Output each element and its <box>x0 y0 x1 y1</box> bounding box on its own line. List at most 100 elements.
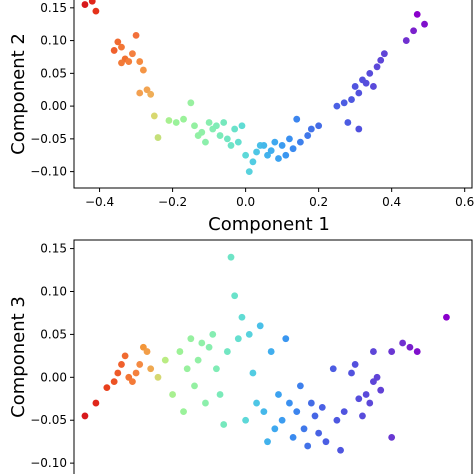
data-point <box>139 66 147 74</box>
x-tick-label: 0.0 <box>236 195 255 209</box>
data-point <box>205 343 213 351</box>
data-point <box>165 117 173 124</box>
plot-frame <box>73 0 473 189</box>
data-point <box>264 438 271 446</box>
data-point <box>267 147 275 155</box>
data-point <box>410 27 417 35</box>
data-point <box>351 83 359 90</box>
data-point <box>191 382 198 390</box>
data-point <box>304 132 312 139</box>
y-tick-label: 0.00 <box>40 99 67 113</box>
data-point <box>187 99 195 107</box>
data-point <box>373 63 381 71</box>
data-point <box>110 378 118 385</box>
data-point <box>191 122 198 130</box>
data-point <box>355 89 363 97</box>
data-point <box>213 365 220 373</box>
bottom-scatter-panel: −0.10 −0.05 0.00 0.05 0.10 0.15 Component 3 <box>8 239 473 474</box>
data-point <box>114 369 122 377</box>
data-point <box>355 125 363 133</box>
data-point <box>351 361 359 368</box>
data-point <box>249 158 257 166</box>
data-point <box>329 365 337 373</box>
data-point <box>260 408 268 416</box>
data-point <box>377 56 385 64</box>
data-point <box>125 58 133 65</box>
data-point <box>202 399 209 407</box>
data-point <box>92 399 100 407</box>
data-point <box>92 7 100 15</box>
y-axis-label: Component 3 <box>8 296 29 418</box>
data-point <box>132 31 140 39</box>
data-point <box>253 399 260 407</box>
data-point <box>143 86 151 94</box>
data-point <box>242 416 250 424</box>
data-point <box>121 352 129 360</box>
data-point <box>205 119 213 126</box>
data-point <box>278 416 286 424</box>
data-point <box>227 253 235 261</box>
data-point <box>293 408 301 416</box>
data-point <box>238 122 246 130</box>
data-point <box>147 365 155 373</box>
data-point <box>256 322 264 330</box>
data-point <box>359 412 366 420</box>
x-tick-label: 0.6 <box>455 195 474 209</box>
data-point <box>180 408 187 416</box>
data-point <box>443 313 450 321</box>
data-point <box>293 115 301 123</box>
data-point <box>260 142 268 149</box>
data-point <box>333 416 341 424</box>
data-point <box>238 313 246 321</box>
data-point <box>216 132 224 139</box>
data-point <box>118 361 125 368</box>
data-point <box>278 142 286 149</box>
x-tick-label: 0.4 <box>382 195 401 209</box>
data-point <box>220 119 228 126</box>
data-point <box>161 356 169 364</box>
data-point <box>245 331 253 338</box>
data-point <box>132 369 140 377</box>
data-point <box>176 348 184 355</box>
y-tick-label: 0.15 <box>40 1 67 15</box>
data-point <box>402 37 410 44</box>
data-point <box>307 125 315 133</box>
data-point <box>271 425 279 433</box>
data-point <box>366 69 374 77</box>
data-point <box>136 89 144 97</box>
data-point <box>348 369 355 377</box>
data-point <box>362 391 370 398</box>
data-point <box>406 343 414 351</box>
y-tick-label: −0.05 <box>30 132 67 146</box>
data-point <box>216 391 224 398</box>
data-point <box>227 142 235 149</box>
x-axis-label: Component 1 <box>208 214 330 235</box>
y-tick-label: −0.10 <box>30 456 67 470</box>
data-point <box>253 148 260 156</box>
data-point <box>377 386 385 394</box>
data-point <box>340 99 348 107</box>
y-tick-label: −0.05 <box>30 413 67 427</box>
data-point <box>333 102 341 110</box>
x-tick-label: −0.2 <box>158 195 187 209</box>
x-tick-label: −0.4 <box>85 195 114 209</box>
data-point <box>143 348 151 355</box>
data-point <box>267 348 275 355</box>
data-point <box>172 119 180 126</box>
data-point <box>322 438 330 446</box>
data-point <box>286 399 293 407</box>
data-point <box>271 138 279 146</box>
plot-frame <box>73 239 473 474</box>
data-point <box>81 1 89 8</box>
top-scatter-panel: −0.10 −0.05 0.00 0.05 0.10 0.15 −0.4 −0.2 0.0 0.2… <box>8 0 474 235</box>
data-point <box>202 138 209 146</box>
y-tick-label: 0.05 <box>40 66 67 80</box>
data-point <box>234 138 242 146</box>
data-point <box>249 369 257 377</box>
data-point <box>318 403 326 411</box>
data-point <box>289 145 297 153</box>
data-point <box>245 168 253 176</box>
data-point <box>373 373 381 381</box>
data-point <box>286 135 293 143</box>
data-point <box>81 412 89 420</box>
